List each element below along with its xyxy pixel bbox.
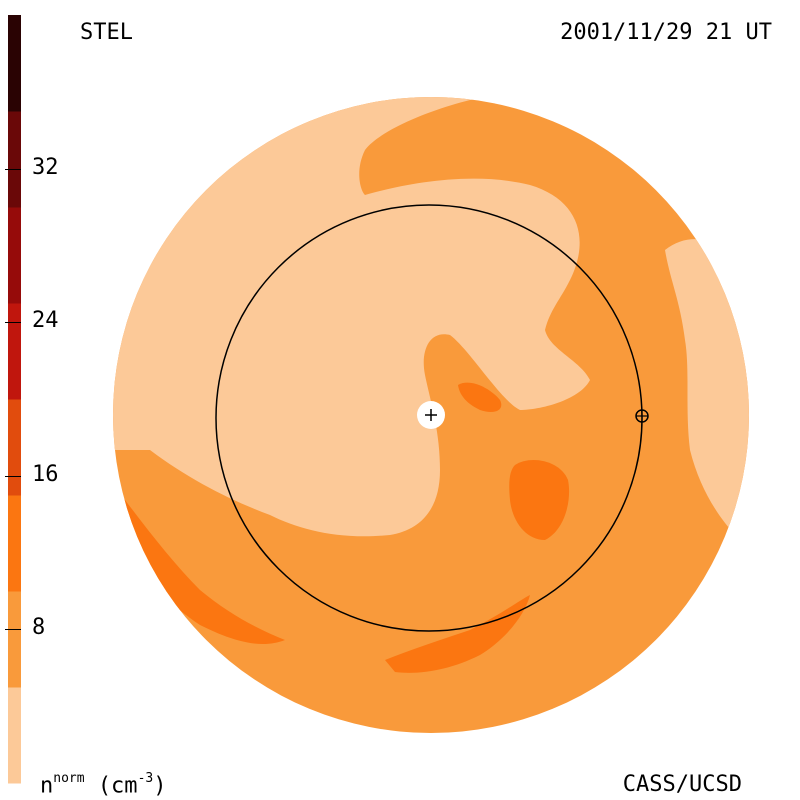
unit-close: ): [153, 773, 167, 799]
colorbar-level-2: [8, 591, 21, 688]
colorbar-level-7: [8, 111, 21, 208]
colorbar-level-3: [8, 495, 21, 592]
colorbar-level-6: [8, 207, 21, 304]
timestamp-label: 2001/11/29 21 UT: [560, 20, 772, 45]
colorbar-level-8: [8, 15, 21, 112]
instrument-label: STEL: [80, 20, 133, 45]
earth-circle-plus-icon: [635, 409, 649, 423]
sun-plus-icon: [417, 401, 445, 429]
colorbar-unit-label: nnorm (cm-3): [40, 771, 167, 799]
strong-density-small-patch: [458, 382, 502, 412]
colorbar-tick-label: 32: [32, 154, 59, 180]
strong-density-band-bottom: [385, 595, 530, 673]
colorbar-level-1: [8, 687, 21, 784]
colorbar-tick-label: 8: [32, 615, 46, 641]
unit-text: (cm: [97, 773, 138, 799]
strong-density-blob: [509, 460, 570, 540]
colorbar-level-4: [8, 399, 21, 496]
light-density-region-main: [113, 97, 749, 537]
colorbar-tick-mark: [5, 629, 21, 631]
colorbar-tick-mark: [5, 322, 21, 324]
colorbar-tick-mark: [5, 475, 21, 477]
credit-label: CASS/UCSD: [622, 772, 742, 797]
colorbar: [8, 15, 21, 784]
colorbar-tick-label: 24: [32, 308, 59, 334]
quantity-superscript: norm: [53, 771, 85, 786]
colorbar-tick-mark: [5, 168, 21, 170]
quantity-symbol: n: [40, 773, 54, 799]
colorbar-tick-label: 16: [32, 461, 59, 487]
unit-superscript: -3: [137, 771, 154, 786]
colorbar-level-5: [8, 303, 21, 400]
light-density-region-small-right: [730, 380, 749, 424]
